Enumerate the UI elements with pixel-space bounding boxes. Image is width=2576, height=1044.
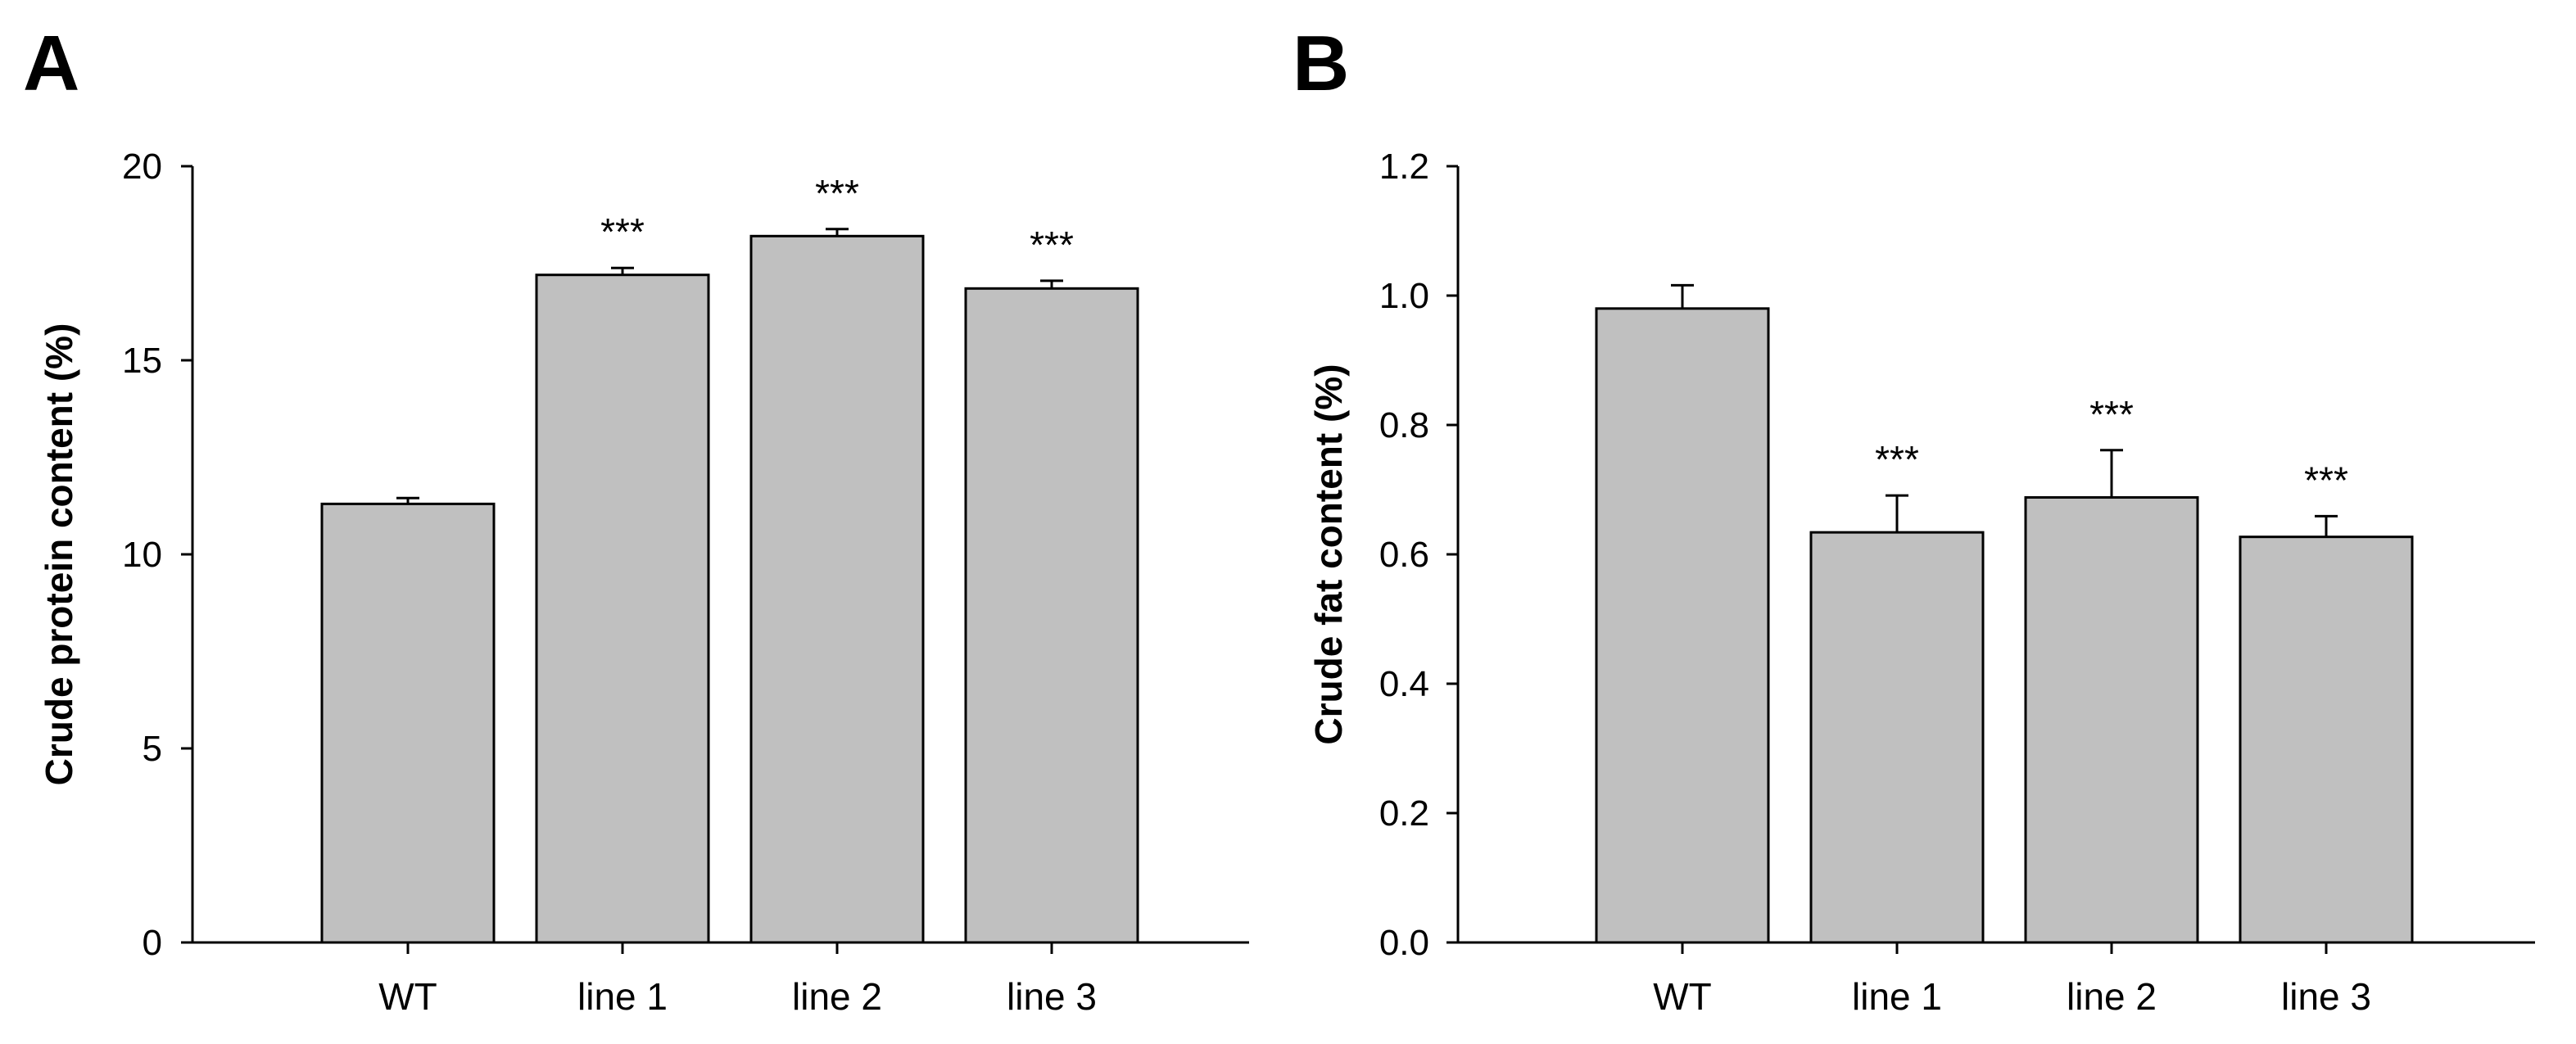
- y-tick-label: 0.2: [1379, 793, 1429, 834]
- x-category-label: line 1: [577, 975, 668, 1018]
- significance-label: ***: [600, 210, 645, 253]
- y-tick-label: 1.0: [1379, 276, 1429, 316]
- y-tick-label: 0.6: [1379, 535, 1429, 575]
- bar-line-1: [1809, 531, 1985, 944]
- x-category-label: line 3: [2281, 975, 2371, 1018]
- panel-a: A Crude protein content (%) 0 5 10 15 20 WT **…: [23, 20, 1249, 1018]
- x-category-label: line 2: [792, 975, 882, 1018]
- significance-label: ***: [1875, 438, 1919, 481]
- x-category-label: line 1: [1852, 975, 1942, 1018]
- y-tick-label: 0.4: [1379, 664, 1429, 704]
- bar-line-1: [535, 273, 710, 944]
- significance-label: ***: [1030, 224, 1074, 266]
- y-tick-label: 20: [122, 147, 162, 187]
- bar-line-2: [749, 234, 925, 944]
- y-tick-label: 1.2: [1379, 147, 1429, 187]
- panel-letter-a: A: [23, 20, 79, 107]
- panel-letter-b: B: [1293, 20, 1349, 107]
- significance-label: ***: [2304, 459, 2348, 501]
- x-category-label: WT: [1653, 975, 1712, 1018]
- significance-label: ***: [2089, 393, 2134, 436]
- bar-line-3: [2239, 536, 2414, 944]
- significance-label: ***: [815, 172, 859, 215]
- y-tick-label: 0: [143, 923, 162, 963]
- y-tick-label: 10: [122, 535, 162, 575]
- y-tick-label: 0.0: [1379, 923, 1429, 963]
- bar-wt: [320, 502, 496, 944]
- x-category-label: WT: [378, 975, 437, 1018]
- x-category-label: line 2: [2067, 975, 2157, 1018]
- y-tick-label: 0.8: [1379, 405, 1429, 445]
- x-category-label: line 3: [1007, 975, 1097, 1018]
- panel-b: B Crude fat content (%) 0.0 0.2 0.4 0.6 0.8 1…: [1293, 20, 2535, 1018]
- y-axis-title: Crude protein content (%): [38, 323, 80, 786]
- y-axis-title: Crude fat content (%): [1307, 364, 1350, 744]
- y-tick-label: 5: [143, 729, 162, 769]
- bar-line-3: [964, 287, 1139, 944]
- y-tick-label: 15: [122, 341, 162, 381]
- bar-wt: [1595, 307, 1770, 944]
- bar-line-2: [2024, 495, 2199, 944]
